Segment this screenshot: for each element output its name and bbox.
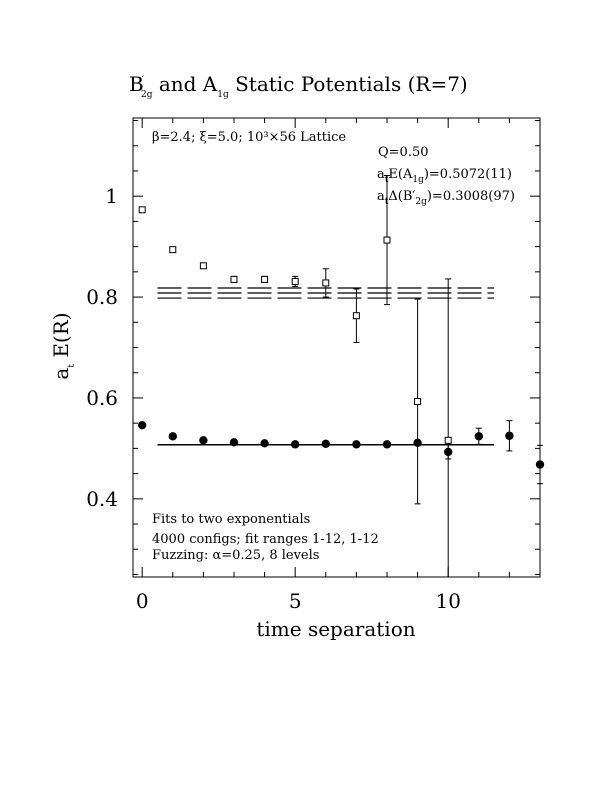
plot-frame: [132, 117, 541, 578]
fit-a1g-annotation: atE(A1g)=0.5072(11): [377, 167, 512, 185]
fit-b2g-annotation: atΔ(B′2g)=0.3008(97): [377, 189, 515, 207]
data-point-square: [230, 275, 238, 283]
q-annotation: Q=0.50: [378, 145, 429, 160]
data-point-square: [322, 279, 330, 287]
axis-ticks: [133, 118, 541, 577]
data-point-square: [138, 206, 146, 214]
data-point-square: [383, 236, 391, 244]
data-point-circle: [229, 438, 239, 447]
data-point-circle: [474, 432, 483, 441]
data-point-square: [414, 397, 422, 405]
data-point-circle: [505, 431, 514, 440]
y-tick-label: 0.8: [86, 285, 118, 309]
data-point-square: [291, 277, 299, 285]
data-point-circle: [382, 440, 392, 449]
data-point-circle: [321, 439, 330, 449]
data-point-circle: [443, 447, 453, 457]
y-axis-title: at E(R): [49, 312, 77, 379]
y-tick-label: 0.6: [86, 386, 118, 410]
configs-annotation: 4000 configs; fit ranges 1-12, 1-12: [152, 532, 379, 547]
data-marks: [137, 175, 545, 577]
data-point-circle: [199, 436, 208, 445]
x-axis-title: time separation: [256, 617, 415, 641]
data-point-circle: [352, 440, 361, 449]
x-tick-label: 10: [435, 589, 460, 613]
data-point-square: [261, 275, 269, 283]
fits-annotation: Fits to two exponentials: [152, 512, 310, 527]
y-tick-label: 1: [105, 184, 118, 208]
data-point-circle: [413, 438, 422, 448]
chart-title: B′ 2g and A1g Static Potentials (R=7): [129, 72, 468, 100]
fit-lines: [157, 287, 495, 446]
data-point-circle: [535, 460, 545, 469]
data-point-circle: [168, 432, 177, 441]
data-point-circle: [290, 440, 300, 449]
fuzzing-annotation: Fuzzing: α=0.25, 8 levels: [152, 548, 319, 563]
data-point-square: [352, 312, 360, 320]
x-tick-label: 5: [289, 589, 302, 613]
y-tick-label: 0.4: [86, 487, 118, 511]
data-point-square: [199, 262, 207, 270]
data-point-square: [169, 246, 177, 254]
data-point-circle: [137, 420, 147, 430]
lattice-annotation: β=2.4; ξ=5.0; 10³×56 Lattice: [152, 130, 346, 145]
tick-labels: 0 5 10 0.4 0.6 0.8 1: [86, 184, 461, 613]
x-tick-label: 0: [136, 589, 149, 613]
data-point-square: [444, 436, 452, 444]
data-point-circle: [260, 439, 269, 448]
